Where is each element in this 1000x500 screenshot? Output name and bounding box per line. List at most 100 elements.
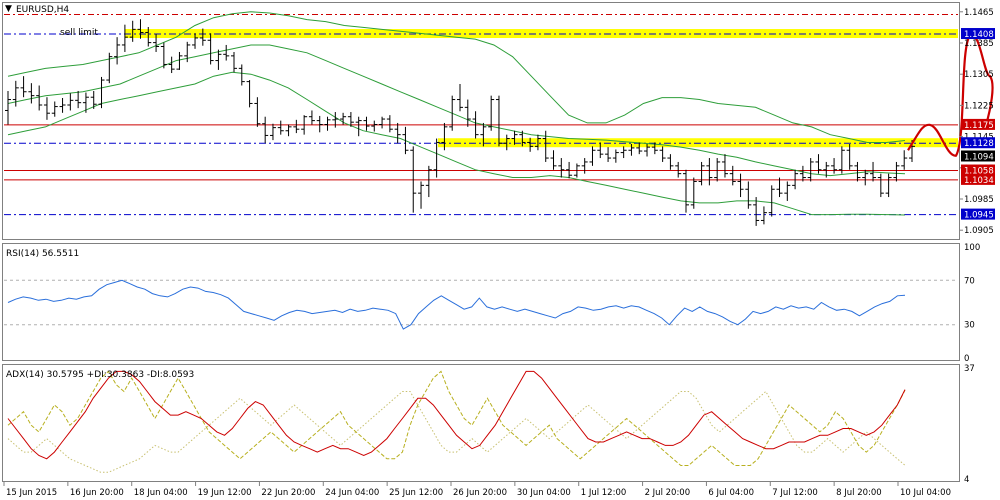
adx-series--di [7,390,906,473]
rsi-line [7,279,906,330]
adx-series-adx-14- [7,370,906,460]
candle [184,41,191,63]
candle [20,76,27,98]
adx-tick-label: 37 [964,364,975,374]
candle [737,173,744,198]
candle [386,115,393,133]
candle [573,163,580,178]
candle [28,83,35,104]
adx-panel [7,370,906,473]
candle [121,24,128,52]
time-tick-label: 22 Jun 20:00 [261,488,315,498]
candle [862,169,869,186]
candle [542,130,549,162]
candle [137,19,144,39]
candle [340,112,347,125]
candle [464,99,471,127]
candle [51,101,58,117]
candle [231,51,237,73]
price-label-text: 1.1058 [964,167,994,177]
candle [301,115,308,135]
candle [690,177,697,209]
symbol-line: EURUSD,H4 [16,5,69,15]
time-tick-label: 18 Jun 04:00 [134,488,188,498]
price-label-box [961,150,995,162]
candle [581,158,588,174]
rsi-panel [4,279,958,330]
candle [729,165,736,186]
price-tick-label: 1.1225 [964,101,994,111]
candle [885,173,892,198]
candle [503,134,510,151]
price-tick-label: 1.0985 [964,195,994,205]
candle [893,161,900,182]
candle [589,146,596,166]
candle [36,85,43,111]
candle [160,42,167,69]
time-tick-label: 25 Jun 12:00 [389,488,443,498]
candle [145,27,152,47]
candle [90,90,97,109]
time-tick-label: 16 Jun 20:00 [70,488,124,498]
candle [246,80,253,108]
candle [792,169,799,190]
candle [277,120,284,135]
rsi-tick-label: 30 [964,321,975,331]
candle [371,120,378,132]
candle [620,146,627,159]
candle [854,161,861,182]
moving-average-line [7,44,906,177]
candle [82,92,89,113]
candle [324,116,331,131]
candle [667,154,674,170]
candle [363,116,370,131]
candle [495,95,502,147]
time-tick-label: 15 Jun 2015 [6,488,57,498]
candle [457,83,463,112]
price-tick-label: 1.0905 [964,226,994,236]
candle [846,144,853,170]
candle [636,142,643,155]
time-tick-label: 30 Jun 04:00 [517,488,571,498]
price-label-box [961,137,995,149]
candle [449,95,456,131]
price-tick-label: 1.1385 [964,39,994,49]
price-label-text: 1.1408 [964,30,994,40]
candle [59,97,66,113]
candle [308,110,315,125]
time-tick-label: 8 Jul 20:00 [836,488,882,498]
candle [628,144,635,156]
candle [332,112,339,128]
candle [831,158,838,174]
candle [480,122,487,147]
candle [106,52,113,84]
price-panel [4,11,994,226]
candle [262,116,269,144]
adx-label: ADX(14) 30.5795 +DI:30.3863 -DI:8.0593 [6,370,194,380]
price-panel-frame [2,2,960,240]
candle [5,90,11,125]
candle [534,134,541,151]
candle [683,169,689,213]
rsi-tick-label: 0 [964,354,969,364]
rsi-tick-label: 100 [964,243,980,253]
candle [168,56,175,74]
price-label-box [961,208,995,220]
candle [355,116,362,137]
candle [129,20,136,42]
time-tick-label: 1 Jul 12:00 [581,488,627,498]
price-label-text: 1.1034 [964,176,994,186]
candle [597,142,604,159]
candle [176,51,183,70]
candle [838,146,845,174]
candle [519,130,526,147]
candle [901,150,908,170]
triangle-icon: ▼ [5,4,12,14]
candle [347,112,354,127]
bollinger-upper-line [7,11,906,143]
price-label-box [961,173,995,185]
candle [223,44,230,61]
axes: 1.14651.13851.13051.12251.11451.10651.09… [3,8,995,498]
candle [605,147,612,162]
